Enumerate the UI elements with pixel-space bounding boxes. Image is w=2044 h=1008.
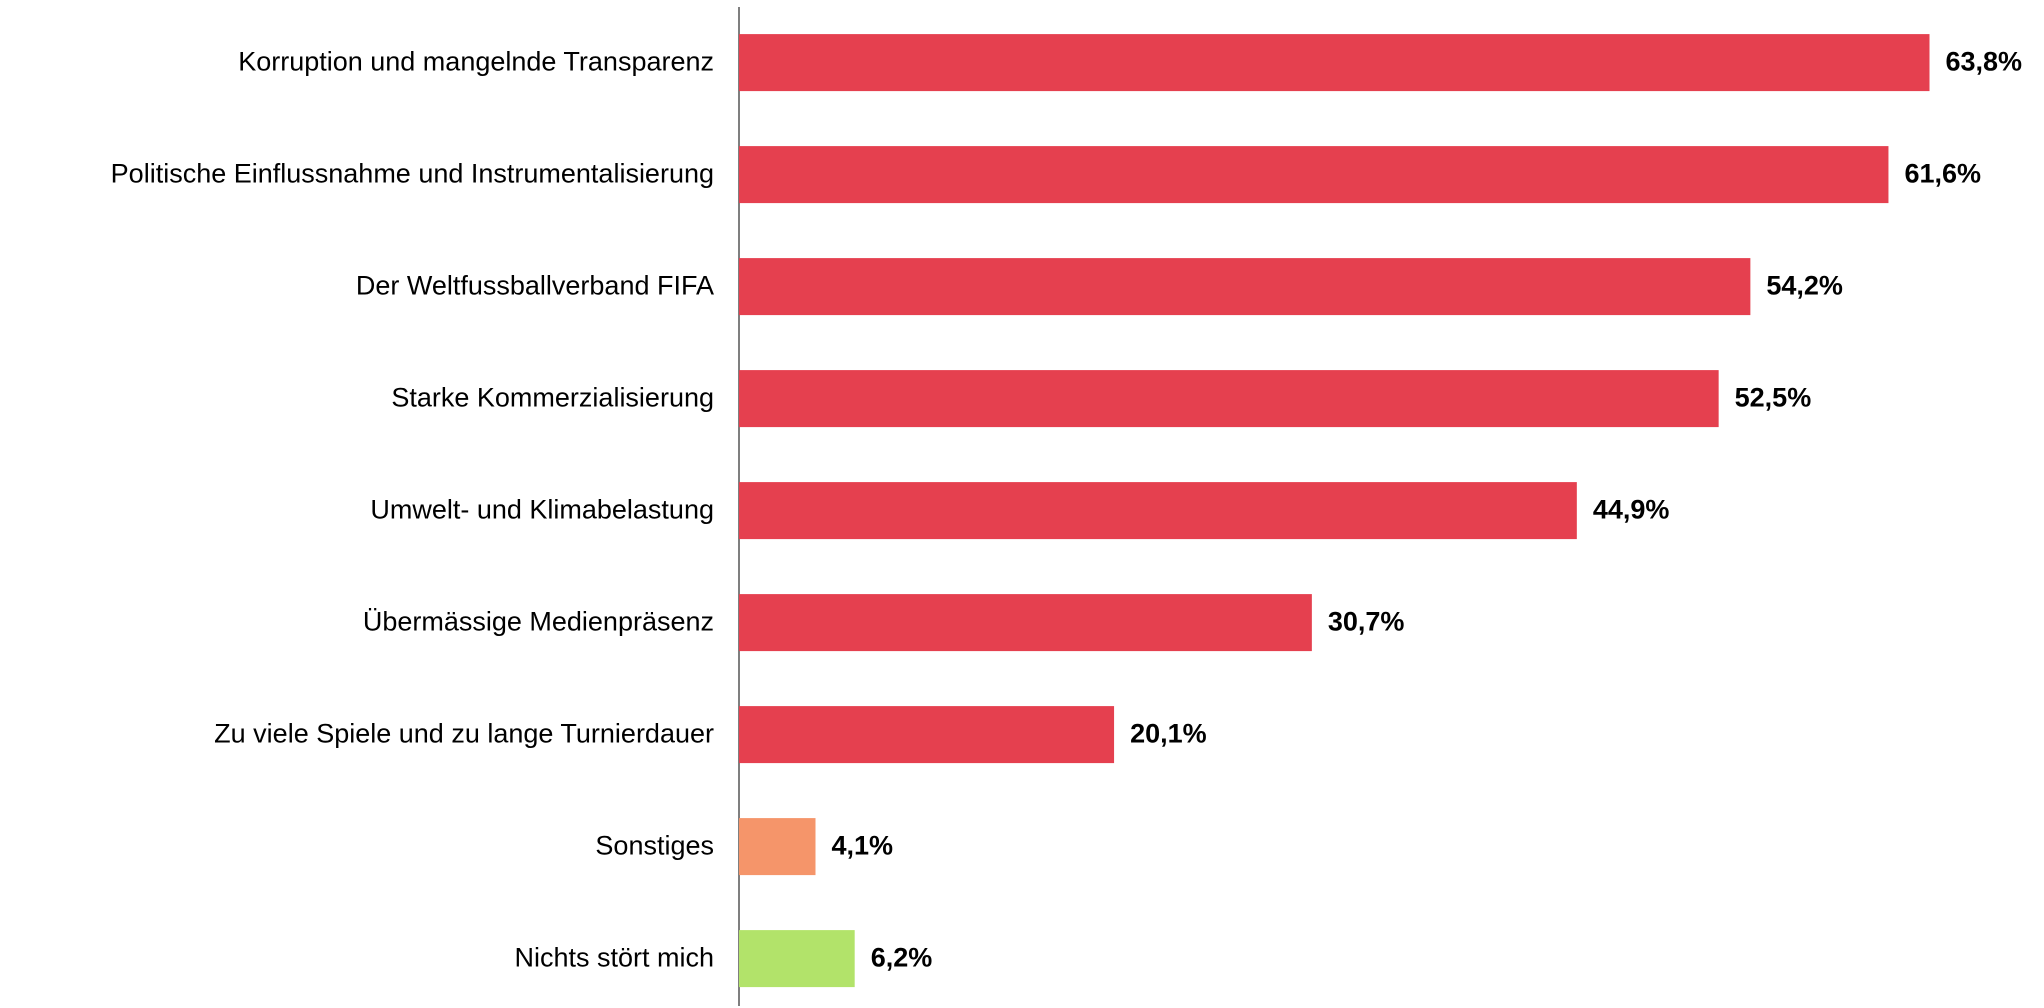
value-label: 44,9%: [1593, 495, 1670, 525]
bar: [739, 146, 1889, 204]
category-label: Starke Kommerzialisierung: [391, 383, 714, 413]
category-label: Nichts stört mich: [514, 943, 714, 973]
category-label: Umwelt- und Klimabelastung: [370, 495, 714, 525]
bar: [739, 930, 855, 988]
value-label: 4,1%: [832, 831, 894, 861]
value-label: 20,1%: [1130, 719, 1207, 749]
bar: [739, 34, 1930, 92]
value-label: 61,6%: [1904, 159, 1981, 189]
value-label: 63,8%: [1946, 47, 2023, 77]
bar: [739, 482, 1577, 540]
category-label: Übermässige Medienpräsenz: [363, 607, 714, 637]
value-label: 6,2%: [871, 943, 933, 973]
bar: [739, 370, 1719, 428]
category-label: Sonstiges: [595, 831, 714, 861]
bar: [739, 594, 1312, 652]
bar: [739, 706, 1115, 764]
bar: [739, 818, 816, 876]
value-label: 30,7%: [1328, 607, 1405, 637]
value-label: 54,2%: [1766, 271, 1843, 301]
value-label: 52,5%: [1735, 383, 1812, 413]
category-label: Korruption und mangelnde Transparenz: [238, 47, 714, 77]
category-label: Politische Einflussnahme und Instrumenta…: [111, 159, 714, 189]
category-label: Zu viele Spiele und zu lange Turnierdaue…: [214, 719, 714, 749]
category-label: Der Weltfussballverband FIFA: [356, 271, 714, 301]
bar: [739, 258, 1751, 316]
